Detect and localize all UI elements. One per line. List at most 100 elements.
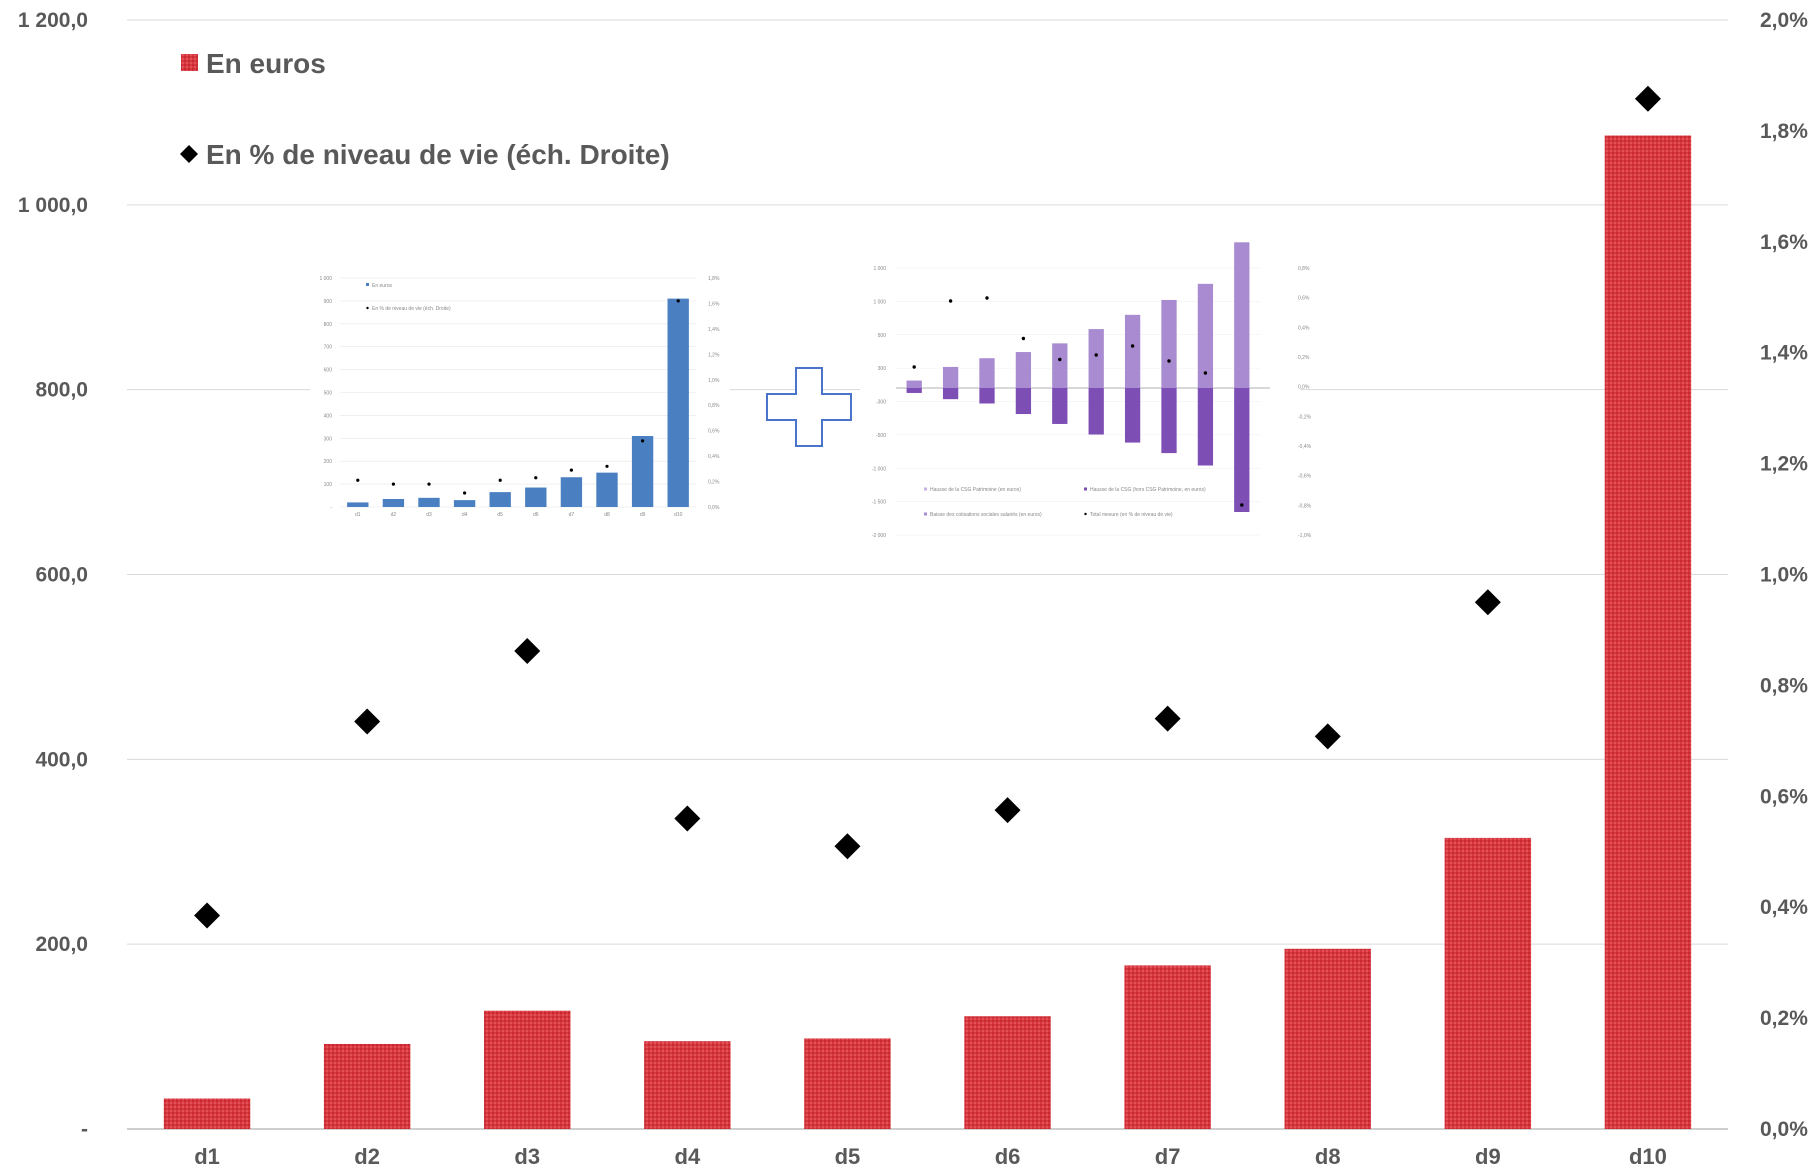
inset-right-legend-label: Hausse de la CSG Patrimoine (en euros) — [930, 487, 1021, 493]
inset-right-tick-right: 0,2% — [1298, 355, 1310, 361]
inset-right-bar-negative — [1234, 388, 1250, 512]
inset-right-bar-negative — [1052, 388, 1068, 424]
inset-left-bar — [667, 298, 689, 507]
inset-left-tick-left: 400 — [324, 413, 333, 419]
plus-icon — [766, 367, 852, 447]
inset-left-tick-left: 100 — [324, 482, 333, 488]
inset-left-bar — [382, 498, 405, 507]
inset-right-bar-negative — [1088, 388, 1104, 435]
inset-right-legend-swatch — [1084, 512, 1087, 516]
inset-right-marker — [1021, 336, 1026, 341]
inset-left-category: d4 — [462, 512, 468, 518]
inset-right-tick-left: -2 000 — [872, 533, 886, 539]
inset-left-tick-left: 700 — [324, 345, 333, 351]
inset-left-marker — [391, 482, 395, 486]
inset-right-bar-negative — [1197, 388, 1214, 466]
right-tick-label: 0,6% — [1760, 785, 1808, 808]
right-tick-label: 1,4% — [1760, 342, 1808, 365]
inset-right-tick-left: 500 — [878, 333, 887, 339]
marker — [1314, 723, 1341, 750]
inset-left-marker — [463, 491, 467, 495]
inset-left-bar — [347, 502, 369, 507]
inset-right-bar-positive — [1052, 343, 1068, 388]
category-label: d10 — [1629, 1144, 1667, 1168]
legend: En euros En % de niveau de vie (éch. Dro… — [180, 48, 670, 170]
marker — [194, 902, 221, 929]
inset-left-bar — [560, 477, 583, 507]
inset-left-tick-left: 300 — [324, 436, 333, 442]
legend-swatch-bar — [181, 54, 198, 71]
category-label: d6 — [995, 1144, 1021, 1168]
inset-left-marker — [641, 439, 645, 443]
inset-right-legend-swatch — [924, 512, 927, 516]
inset-left-background — [310, 268, 730, 530]
inset-left-marker — [427, 482, 431, 486]
bar — [163, 1098, 251, 1129]
inset-left-marker — [356, 478, 360, 482]
inset-right-legend-label: Total mesure (en % de niveau de vie) — [1090, 512, 1173, 518]
marker — [994, 797, 1021, 824]
inset-right-bar-negative — [906, 388, 922, 393]
inset-left-marker — [676, 299, 680, 303]
inset-right-tick-right: 0,8% — [1298, 266, 1310, 272]
inset-right-tick-right: -0,2% — [1298, 414, 1312, 420]
inset-left-bar — [596, 472, 618, 507]
inset-left-tick-right: 1,6% — [708, 301, 720, 307]
inset-right-tick-left: -500 — [876, 433, 886, 439]
left-tick-label: 800,0 — [35, 379, 88, 402]
inset-left-tick-right: 0,4% — [708, 454, 720, 460]
inset-right-tick-right: 0,4% — [1298, 325, 1310, 331]
category-label: d3 — [514, 1144, 540, 1168]
inset-right-marker — [1094, 353, 1098, 357]
inset-left-tick-left: 1 000 — [319, 276, 332, 282]
inset-right-tick-right: -0,8% — [1298, 503, 1312, 509]
inset-right-bar-positive — [1015, 352, 1032, 388]
inset-right-legend-swatch — [1084, 487, 1087, 491]
inset-left-category: d5 — [497, 512, 503, 518]
left-tick-label: - — [81, 1118, 88, 1141]
inset-right-bar-positive — [1197, 283, 1214, 388]
marker — [1154, 705, 1181, 732]
inset-right-legend-label: Hausse de la CSG (hors CSG Patrimoine, e… — [1090, 487, 1206, 493]
inset-left-category: d7 — [569, 512, 575, 518]
inset-right-bar-positive — [1088, 329, 1104, 388]
right-tick-label: 1,6% — [1760, 231, 1808, 254]
inset-left-tick-left: 900 — [324, 299, 333, 305]
inset-left-tick-right: 0,6% — [708, 429, 720, 435]
inset-left-tick-left: 200 — [324, 459, 333, 465]
inset-left-marker — [534, 476, 538, 480]
left-tick-label: 200,0 — [35, 933, 88, 956]
inset-left-legend-marker: En % de niveau de vie (éch. Droite) — [372, 306, 451, 312]
inset-left-bar — [418, 497, 440, 507]
inset-right-bar-positive — [979, 358, 995, 388]
inset-left-bar — [525, 487, 547, 507]
plus-shape — [766, 367, 852, 447]
inset-right-bar-negative — [942, 388, 959, 400]
inset-right-tick-right: 0,6% — [1298, 296, 1310, 302]
inset-left-legend-bar: En euros — [372, 283, 393, 289]
inset-right-legend-swatch — [924, 487, 927, 491]
marker — [674, 805, 701, 832]
inset-right-marker — [912, 365, 916, 369]
inset-left-tick-left: 500 — [324, 391, 333, 397]
left-tick-label: 600,0 — [35, 564, 88, 587]
inset-right-bar-negative — [1161, 388, 1177, 454]
inset-left-marker — [605, 464, 609, 468]
inset-right-bar-negative — [979, 388, 995, 404]
left-tick-label: 1 000,0 — [18, 194, 88, 217]
inset-left-bar — [453, 500, 476, 507]
marker — [1474, 589, 1501, 616]
category-label: d9 — [1475, 1144, 1501, 1168]
inset-right-bar-negative — [1015, 388, 1032, 415]
marker — [354, 708, 381, 735]
right-tick-label: 1,0% — [1760, 564, 1808, 587]
inset-right-tick-right: 0,0% — [1298, 385, 1310, 391]
inset-right-marker — [1058, 357, 1062, 362]
inset-left-tick-right: 1,4% — [708, 327, 720, 333]
category-label: d4 — [675, 1144, 701, 1168]
inset-left-tick-right: 0,8% — [708, 403, 720, 409]
inset-right-tick-left: 1 000 — [873, 299, 886, 305]
legend-label-marker: En % de niveau de vie (éch. Droite) — [206, 139, 670, 170]
x-axis: d1 d2 d3 d4 d5 d6 d7 d8 d9 d10 — [194, 1144, 1667, 1168]
